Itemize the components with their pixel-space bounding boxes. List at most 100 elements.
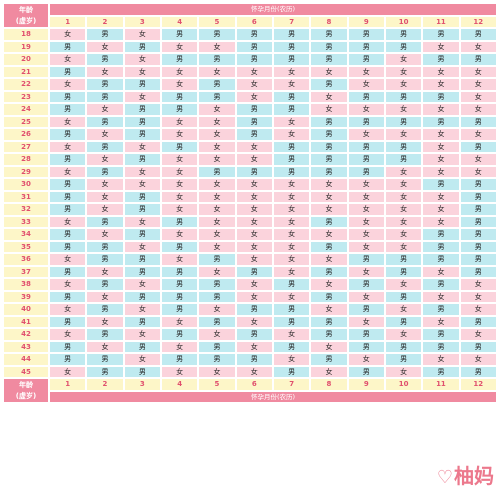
gender-cell: 女	[161, 66, 198, 77]
gender-cell: 女	[460, 354, 496, 365]
table-row: 29 女男女女男男男男男女女女	[4, 166, 496, 177]
gender-cell: 女	[423, 79, 459, 90]
gender-cell: 女	[460, 154, 496, 165]
gender-cell: 女	[50, 366, 86, 377]
month-header-7: 7	[273, 16, 310, 27]
gender-cell: 女	[50, 304, 86, 315]
gender-cell: 女	[423, 166, 459, 177]
age-label: 33	[4, 216, 48, 227]
gender-cell: 女	[311, 204, 347, 215]
gender-cell: 男	[423, 29, 459, 40]
month-header-12: 12	[460, 16, 496, 27]
gender-cell: 女	[199, 66, 235, 77]
gender-cell: 男	[385, 266, 422, 277]
gender-cell: 女	[199, 329, 235, 340]
gender-cell: 女	[460, 66, 496, 77]
age-label: 37	[4, 266, 48, 277]
gender-cell: 男	[460, 241, 496, 252]
gender-cell: 女	[348, 204, 384, 215]
gender-cell: 女	[199, 41, 235, 52]
gender-cell: 男	[124, 116, 160, 127]
footer-corner-line1: 年龄	[19, 380, 33, 389]
gender-cell: 女	[87, 179, 123, 190]
header-age-corner: 年龄 (虚岁)	[4, 4, 48, 27]
gender-cell: 男	[385, 29, 422, 40]
gender-cell: 男	[87, 91, 123, 102]
gender-cell: 男	[236, 41, 272, 52]
gender-cell: 女	[236, 279, 272, 290]
month-header-5: 5	[199, 16, 235, 27]
table-row: 26 男女男女女男女男女女女女	[4, 129, 496, 140]
table-row: 36 女男男女男女女女男男男男	[4, 254, 496, 265]
gender-cell: 女	[161, 191, 198, 202]
gender-cell: 男	[124, 129, 160, 140]
gender-cell: 女	[385, 79, 422, 90]
table-row: 38 女男女男男女男女男女男女	[4, 279, 496, 290]
gender-cell: 男	[348, 279, 384, 290]
gender-cell: 女	[87, 129, 123, 140]
gender-cell: 男	[236, 29, 272, 40]
gender-cell: 男	[50, 266, 86, 277]
gender-cell: 男	[311, 116, 347, 127]
gender-cell: 女	[311, 279, 347, 290]
gender-cell: 女	[236, 341, 272, 352]
gender-cell: 男	[50, 129, 86, 140]
gender-cell: 女	[50, 29, 86, 40]
footer-month-7: 7	[273, 379, 310, 390]
gender-cell: 女	[124, 216, 160, 227]
footer-month-4: 4	[161, 379, 198, 390]
gender-cell: 男	[50, 191, 86, 202]
gender-cell: 男	[199, 54, 235, 65]
footer-title: 怀孕月份(农历)	[50, 391, 496, 402]
gender-cell: 男	[87, 29, 123, 40]
gender-cell: 男	[50, 229, 86, 240]
month-row: 1 2 3 4 5 6 7 8 9 10 11 12	[4, 16, 496, 27]
gender-cell: 女	[50, 254, 86, 265]
gender-cell: 女	[199, 154, 235, 165]
gender-cell: 男	[236, 54, 272, 65]
gender-cell: 女	[273, 266, 310, 277]
brand-watermark: ♡柚妈	[437, 460, 494, 489]
watermark-text: 柚妈	[454, 464, 494, 488]
gender-cell: 女	[199, 141, 235, 152]
gender-cell: 女	[423, 104, 459, 115]
gender-cell: 男	[311, 316, 347, 327]
gender-cell: 男	[236, 354, 272, 365]
gender-cell: 女	[348, 129, 384, 140]
gender-cell: 男	[273, 366, 310, 377]
gender-cell: 女	[311, 104, 347, 115]
gender-cell: 男	[460, 179, 496, 190]
gender-cell: 女	[311, 66, 347, 77]
footer-month-11: 11	[423, 379, 459, 390]
footer-month-2: 2	[87, 379, 123, 390]
gender-cell: 男	[161, 141, 198, 152]
gender-cell: 男	[161, 216, 198, 227]
footer-month-6: 6	[236, 379, 272, 390]
gender-cell: 男	[124, 229, 160, 240]
gender-cell: 男	[385, 354, 422, 365]
month-header-3: 3	[124, 16, 160, 27]
gender-cell: 女	[423, 191, 459, 202]
table-row: 43 男女男女男女男女男男男男	[4, 341, 496, 352]
age-label: 28	[4, 154, 48, 165]
gender-cell: 男	[385, 116, 422, 127]
gender-cell: 男	[50, 291, 86, 302]
gender-cell: 女	[385, 104, 422, 115]
footer-age-corner: 年龄 (虚岁)	[4, 379, 48, 402]
gender-cell: 女	[273, 354, 310, 365]
gender-cell: 男	[311, 29, 347, 40]
gender-cell: 男	[311, 141, 347, 152]
gender-cell: 男	[50, 66, 86, 77]
gender-cell: 男	[273, 279, 310, 290]
age-label: 24	[4, 104, 48, 115]
gender-cell: 男	[460, 341, 496, 352]
gender-cell: 男	[348, 154, 384, 165]
gender-cell: 女	[236, 141, 272, 152]
gender-cell: 女	[273, 291, 310, 302]
gender-cell: 男	[423, 229, 459, 240]
age-label: 23	[4, 91, 48, 102]
gender-cell: 女	[199, 366, 235, 377]
gender-cell: 男	[50, 241, 86, 252]
table-row: 25 女男男女女男女男男男男男	[4, 116, 496, 127]
gender-cell: 女	[273, 241, 310, 252]
